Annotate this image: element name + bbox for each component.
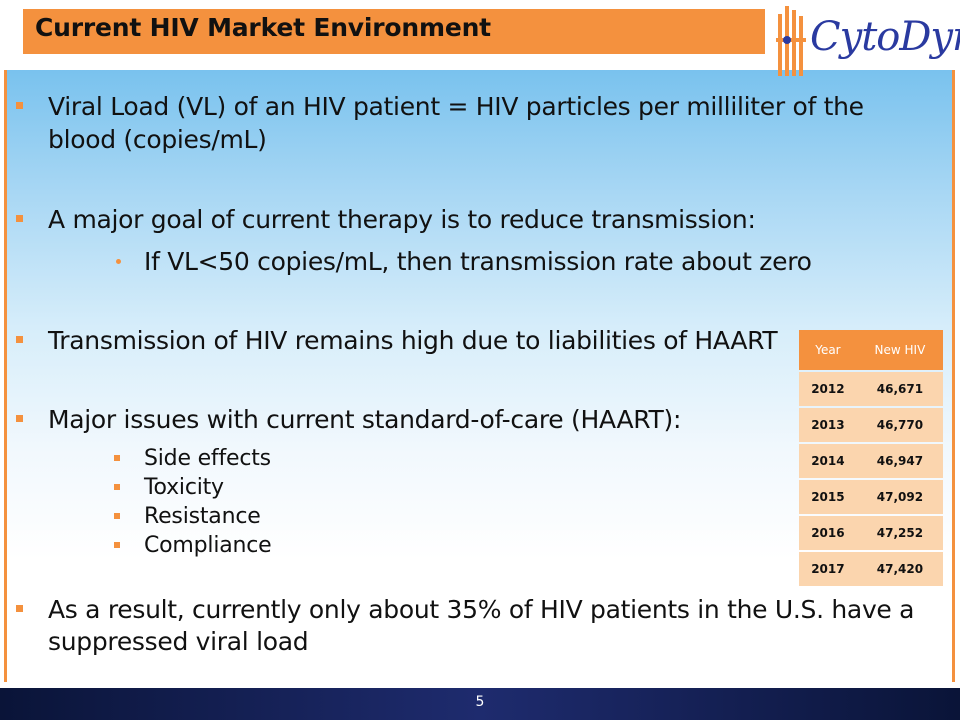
square-bullet-icon [114, 484, 120, 490]
new-hiv-cell: 47,092 [856, 480, 943, 514]
logo-text: CytoDyn [810, 14, 960, 60]
year-cell: 2017 [799, 552, 857, 586]
bullet-text: Viral Load (VL) of an HIV patient = HIV … [48, 92, 864, 121]
sub-bullet-text: Resistance [144, 504, 261, 529]
table-row: 2015 47,092 [799, 480, 943, 514]
table-row: 2017 47,420 [799, 552, 943, 586]
page-number: 5 [475, 694, 485, 710]
year-cell: 2015 [799, 480, 857, 514]
sub-bullet-text: Compliance [144, 533, 272, 558]
square-bullet-icon [114, 455, 120, 461]
new-hiv-cell: 46,770 [856, 408, 943, 442]
sub-bullet-text: Toxicity [144, 475, 224, 500]
table-header-row: Year New HIV [799, 330, 943, 370]
bullet-text: As a result, currently only about 35% of… [48, 595, 915, 624]
column-header-new-hiv: New HIV [856, 330, 943, 370]
bullet-text: suppressed viral load [48, 627, 309, 656]
square-bullet-icon [16, 102, 23, 109]
bullet-text: A major goal of current therapy is to re… [48, 205, 756, 234]
square-bullet-icon [16, 336, 23, 343]
square-bullet-icon [114, 513, 120, 519]
cytodyn-logo: CytoDyn [766, 2, 960, 80]
new-hiv-cell: 47,252 [856, 516, 943, 550]
title-bar [23, 9, 765, 54]
column-header-year: Year [799, 330, 857, 370]
new-hiv-cell: 47,420 [856, 552, 943, 586]
square-bullet-icon [16, 605, 23, 612]
year-cell: 2016 [799, 516, 857, 550]
bullet-text: Major issues with current standard-of-ca… [48, 405, 682, 434]
logo-mark-icon [776, 6, 806, 76]
table-row: 2014 46,947 [799, 444, 943, 478]
square-bullet-icon [16, 415, 23, 422]
bullet-text: blood (copies/mL) [48, 125, 267, 154]
table-row: 2016 47,252 [799, 516, 943, 550]
square-bullet-icon [114, 542, 120, 548]
table-row: 2013 46,770 [799, 408, 943, 442]
year-cell: 2014 [799, 444, 857, 478]
square-bullet-icon [16, 215, 23, 222]
year-cell: 2012 [799, 372, 857, 406]
bullet-text: Transmission of HIV remains high due to … [48, 326, 778, 355]
table-row: 2012 46,671 [799, 372, 943, 406]
new-hiv-cell: 46,671 [856, 372, 943, 406]
dot-bullet-icon [116, 259, 121, 264]
bullet-list: Viral Load (VL) of an HIV patient = HIV … [16, 92, 915, 656]
new-hiv-table: Year New HIV 2012 46,671 2013 46,770 201… [799, 328, 943, 588]
footer-bar [0, 688, 960, 720]
sub-bullet-text: Side effects [144, 446, 271, 471]
new-hiv-cell: 46,947 [856, 444, 943, 478]
year-cell: 2013 [799, 408, 857, 442]
slide-background [4, 70, 955, 682]
sub-bullet-text: If VL<50 copies/mL, then transmission ra… [144, 247, 812, 276]
slide-title: Current HIV Market Environment [35, 13, 491, 42]
